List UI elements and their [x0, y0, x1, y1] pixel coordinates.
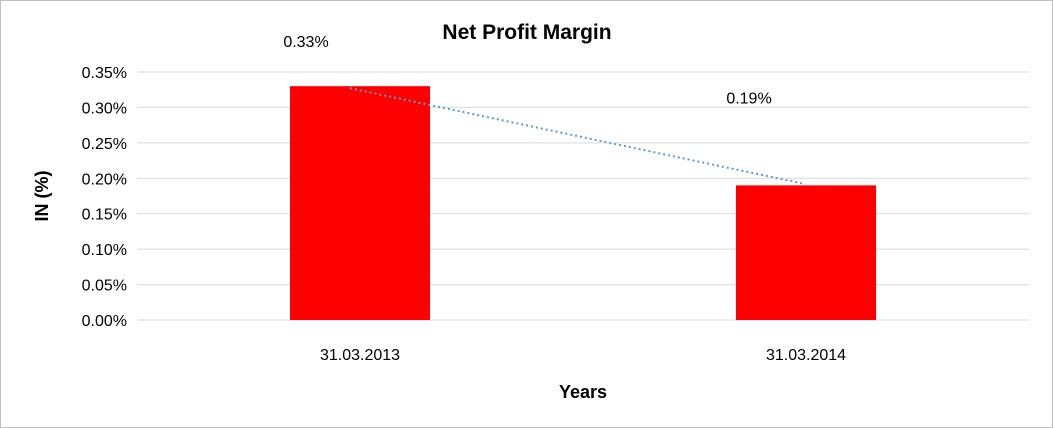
- data-label: 0.33%: [283, 34, 328, 51]
- y-tick-label: 0.25%: [82, 136, 127, 153]
- data-labels: 0.33% 0.19%: [283, 34, 771, 107]
- trendline: [349, 87, 803, 185]
- data-label: 0.19%: [726, 90, 771, 107]
- x-tick-label: 31.03.2014: [766, 347, 846, 364]
- y-tick-label: 0.00%: [82, 313, 127, 330]
- bars: [290, 86, 876, 321]
- trendline-layer: [349, 87, 803, 185]
- y-tick-label: 0.10%: [82, 242, 127, 259]
- x-axis-title: Years: [559, 382, 607, 402]
- y-tick-label: 0.15%: [82, 207, 127, 224]
- chart-title: Net Profit Margin: [442, 21, 611, 44]
- x-axis-ticks: 31.03.2013 31.03.2014: [320, 347, 846, 364]
- bar-31.03.2014: [736, 185, 876, 320]
- y-tick-label: 0.05%: [82, 278, 127, 295]
- y-axis-title: IN (%): [32, 171, 52, 222]
- bar-31.03.2013: [290, 86, 430, 321]
- y-tick-label: 0.20%: [82, 171, 127, 188]
- y-axis-ticks: 0.00% 0.05% 0.10% 0.15% 0.20% 0.25% 0.30% 0.35%: [82, 65, 127, 330]
- gridlines: [137, 71, 1029, 321]
- y-tick-label: 0.30%: [82, 100, 127, 117]
- x-tick-label: 31.03.2013: [320, 347, 400, 364]
- y-tick-label: 0.35%: [82, 65, 127, 82]
